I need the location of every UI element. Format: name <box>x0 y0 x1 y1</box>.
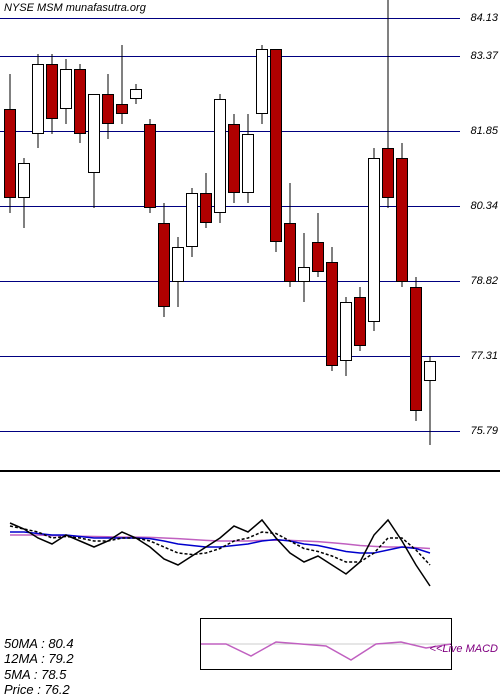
candle <box>256 0 268 470</box>
candle <box>4 0 16 470</box>
candle <box>172 0 184 470</box>
candle <box>228 0 240 470</box>
candle <box>284 0 296 470</box>
macd-lines <box>0 472 500 622</box>
macd-label: <<Live MACD <box>430 643 498 655</box>
y-tick-label: 77.31 <box>470 350 498 362</box>
macd-inset <box>200 618 452 670</box>
candle <box>354 0 366 470</box>
candle <box>270 0 282 470</box>
info-line: 50MA : 80.4 <box>4 636 74 652</box>
candle <box>158 0 170 470</box>
y-tick-label: 81.85 <box>470 125 498 137</box>
candle <box>340 0 352 470</box>
candle <box>32 0 44 470</box>
candle <box>326 0 338 470</box>
candle <box>46 0 58 470</box>
candle <box>396 0 408 470</box>
candle <box>368 0 380 470</box>
candle <box>214 0 226 470</box>
candle <box>116 0 128 470</box>
candle <box>130 0 142 470</box>
macd-panel <box>0 472 500 622</box>
chart-title: NYSE MSM munafasutra.org <box>4 2 146 14</box>
candle <box>186 0 198 470</box>
y-tick-label: 78.82 <box>470 275 498 287</box>
candle <box>242 0 254 470</box>
candle <box>102 0 114 470</box>
candle <box>298 0 310 470</box>
candle <box>144 0 156 470</box>
info-line: 12MA : 79.2 <box>4 651 74 667</box>
info-line: Price : 76.2 <box>4 682 74 698</box>
y-tick-label: 84.13 <box>470 12 498 24</box>
candle <box>312 0 324 470</box>
y-tick-label: 75.79 <box>470 425 498 437</box>
candle <box>60 0 72 470</box>
candle <box>424 0 436 470</box>
inset-line <box>201 619 451 669</box>
candle <box>410 0 422 470</box>
price-panel: 84.13 83.37 81.85 80.34 78.82 77.31 75.79 <box>0 0 500 470</box>
candle <box>200 0 212 470</box>
candle <box>88 0 100 470</box>
candle <box>382 0 394 470</box>
y-tick-label: 80.34 <box>470 200 498 212</box>
info-line: 5MA : 78.5 <box>4 667 74 683</box>
info-box: 50MA : 80.412MA : 79.25MA : 78.5Price : … <box>4 636 74 698</box>
stock-chart: NYSE MSM munafasutra.org 84.13 83.37 81.85… <box>0 0 500 700</box>
candle <box>18 0 30 470</box>
y-tick-label: 83.37 <box>470 50 498 62</box>
candle <box>74 0 86 470</box>
